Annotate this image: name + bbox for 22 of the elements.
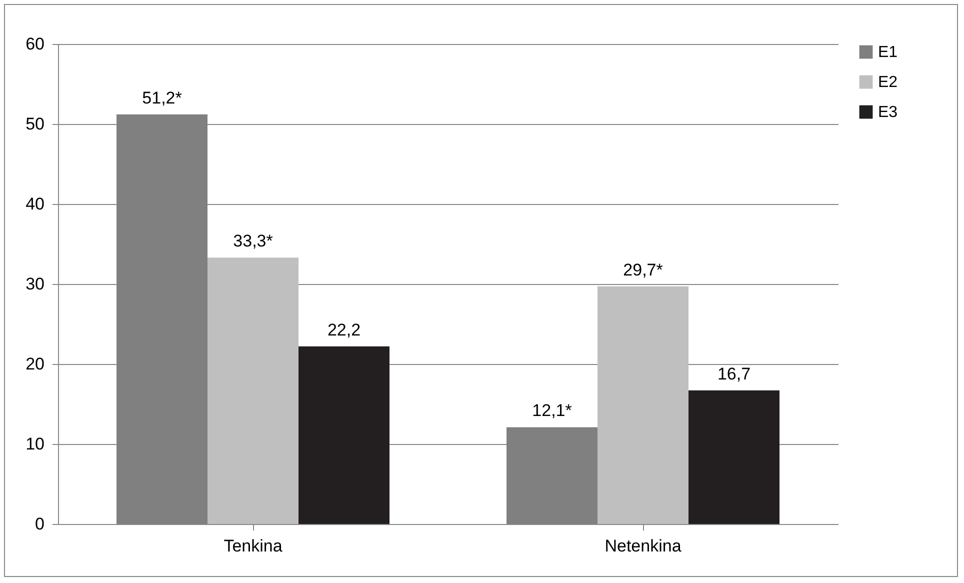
legend-label: E1 <box>878 44 898 61</box>
y-tick-label: 60 <box>26 34 44 54</box>
data-label: 33,3* <box>233 232 274 251</box>
legend-label: E3 <box>878 104 898 121</box>
data-label: 16,7 <box>717 364 751 384</box>
x-tick-label: Netenkina <box>604 536 682 556</box>
bar <box>208 258 298 524</box>
y-tick-label: 20 <box>26 354 44 374</box>
y-tick-label: 30 <box>26 274 44 294</box>
bar <box>298 346 390 524</box>
data-label: 29,7* <box>623 260 664 280</box>
data-label: 51,2* <box>142 88 182 108</box>
y-tick-label: 0 <box>35 514 44 534</box>
data-label: 12,1* <box>532 401 572 420</box>
x-tick-label: Tenkina <box>224 536 283 556</box>
data-label: 22,2 <box>327 320 361 340</box>
y-tick-label: 40 <box>26 194 44 214</box>
bar <box>598 286 688 524</box>
legend-label: E2 <box>878 74 898 91</box>
y-tick-label: 50 <box>26 114 44 134</box>
bar <box>688 390 780 524</box>
y-tick-label: 10 <box>26 434 44 454</box>
